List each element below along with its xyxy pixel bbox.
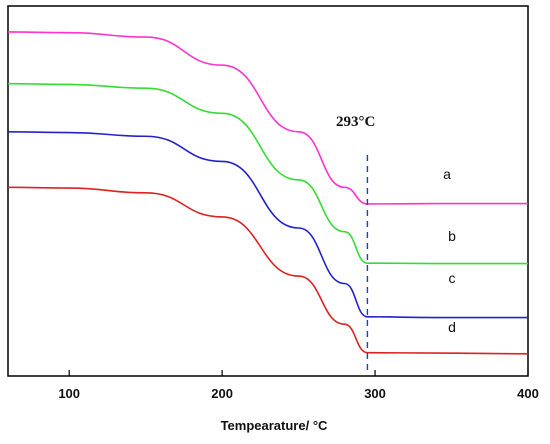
series-label-a: a: [443, 166, 451, 182]
x-tick-label: 100: [58, 386, 80, 401]
series-line-b: [7, 82, 528, 265]
plot-frame: [7, 5, 529, 377]
x-tick-label: 400: [517, 386, 539, 401]
x-axis: 100 200 300 400: [58, 370, 539, 401]
series-label-b: b: [448, 228, 456, 244]
x-tick-label: 200: [211, 386, 233, 401]
annotation-label: 293°C: [336, 114, 375, 130]
series-line-d: [7, 186, 529, 355]
series-label-d: d: [448, 319, 456, 335]
series-line-c: [7, 131, 528, 319]
series-line-a: [7, 31, 528, 205]
series-labels: a b c d: [443, 166, 456, 335]
series-layer: [7, 31, 529, 355]
x-axis-title: Tempearature/ °C: [221, 418, 328, 433]
series-label-c: c: [449, 270, 456, 286]
x-tick-label: 300: [364, 386, 386, 401]
